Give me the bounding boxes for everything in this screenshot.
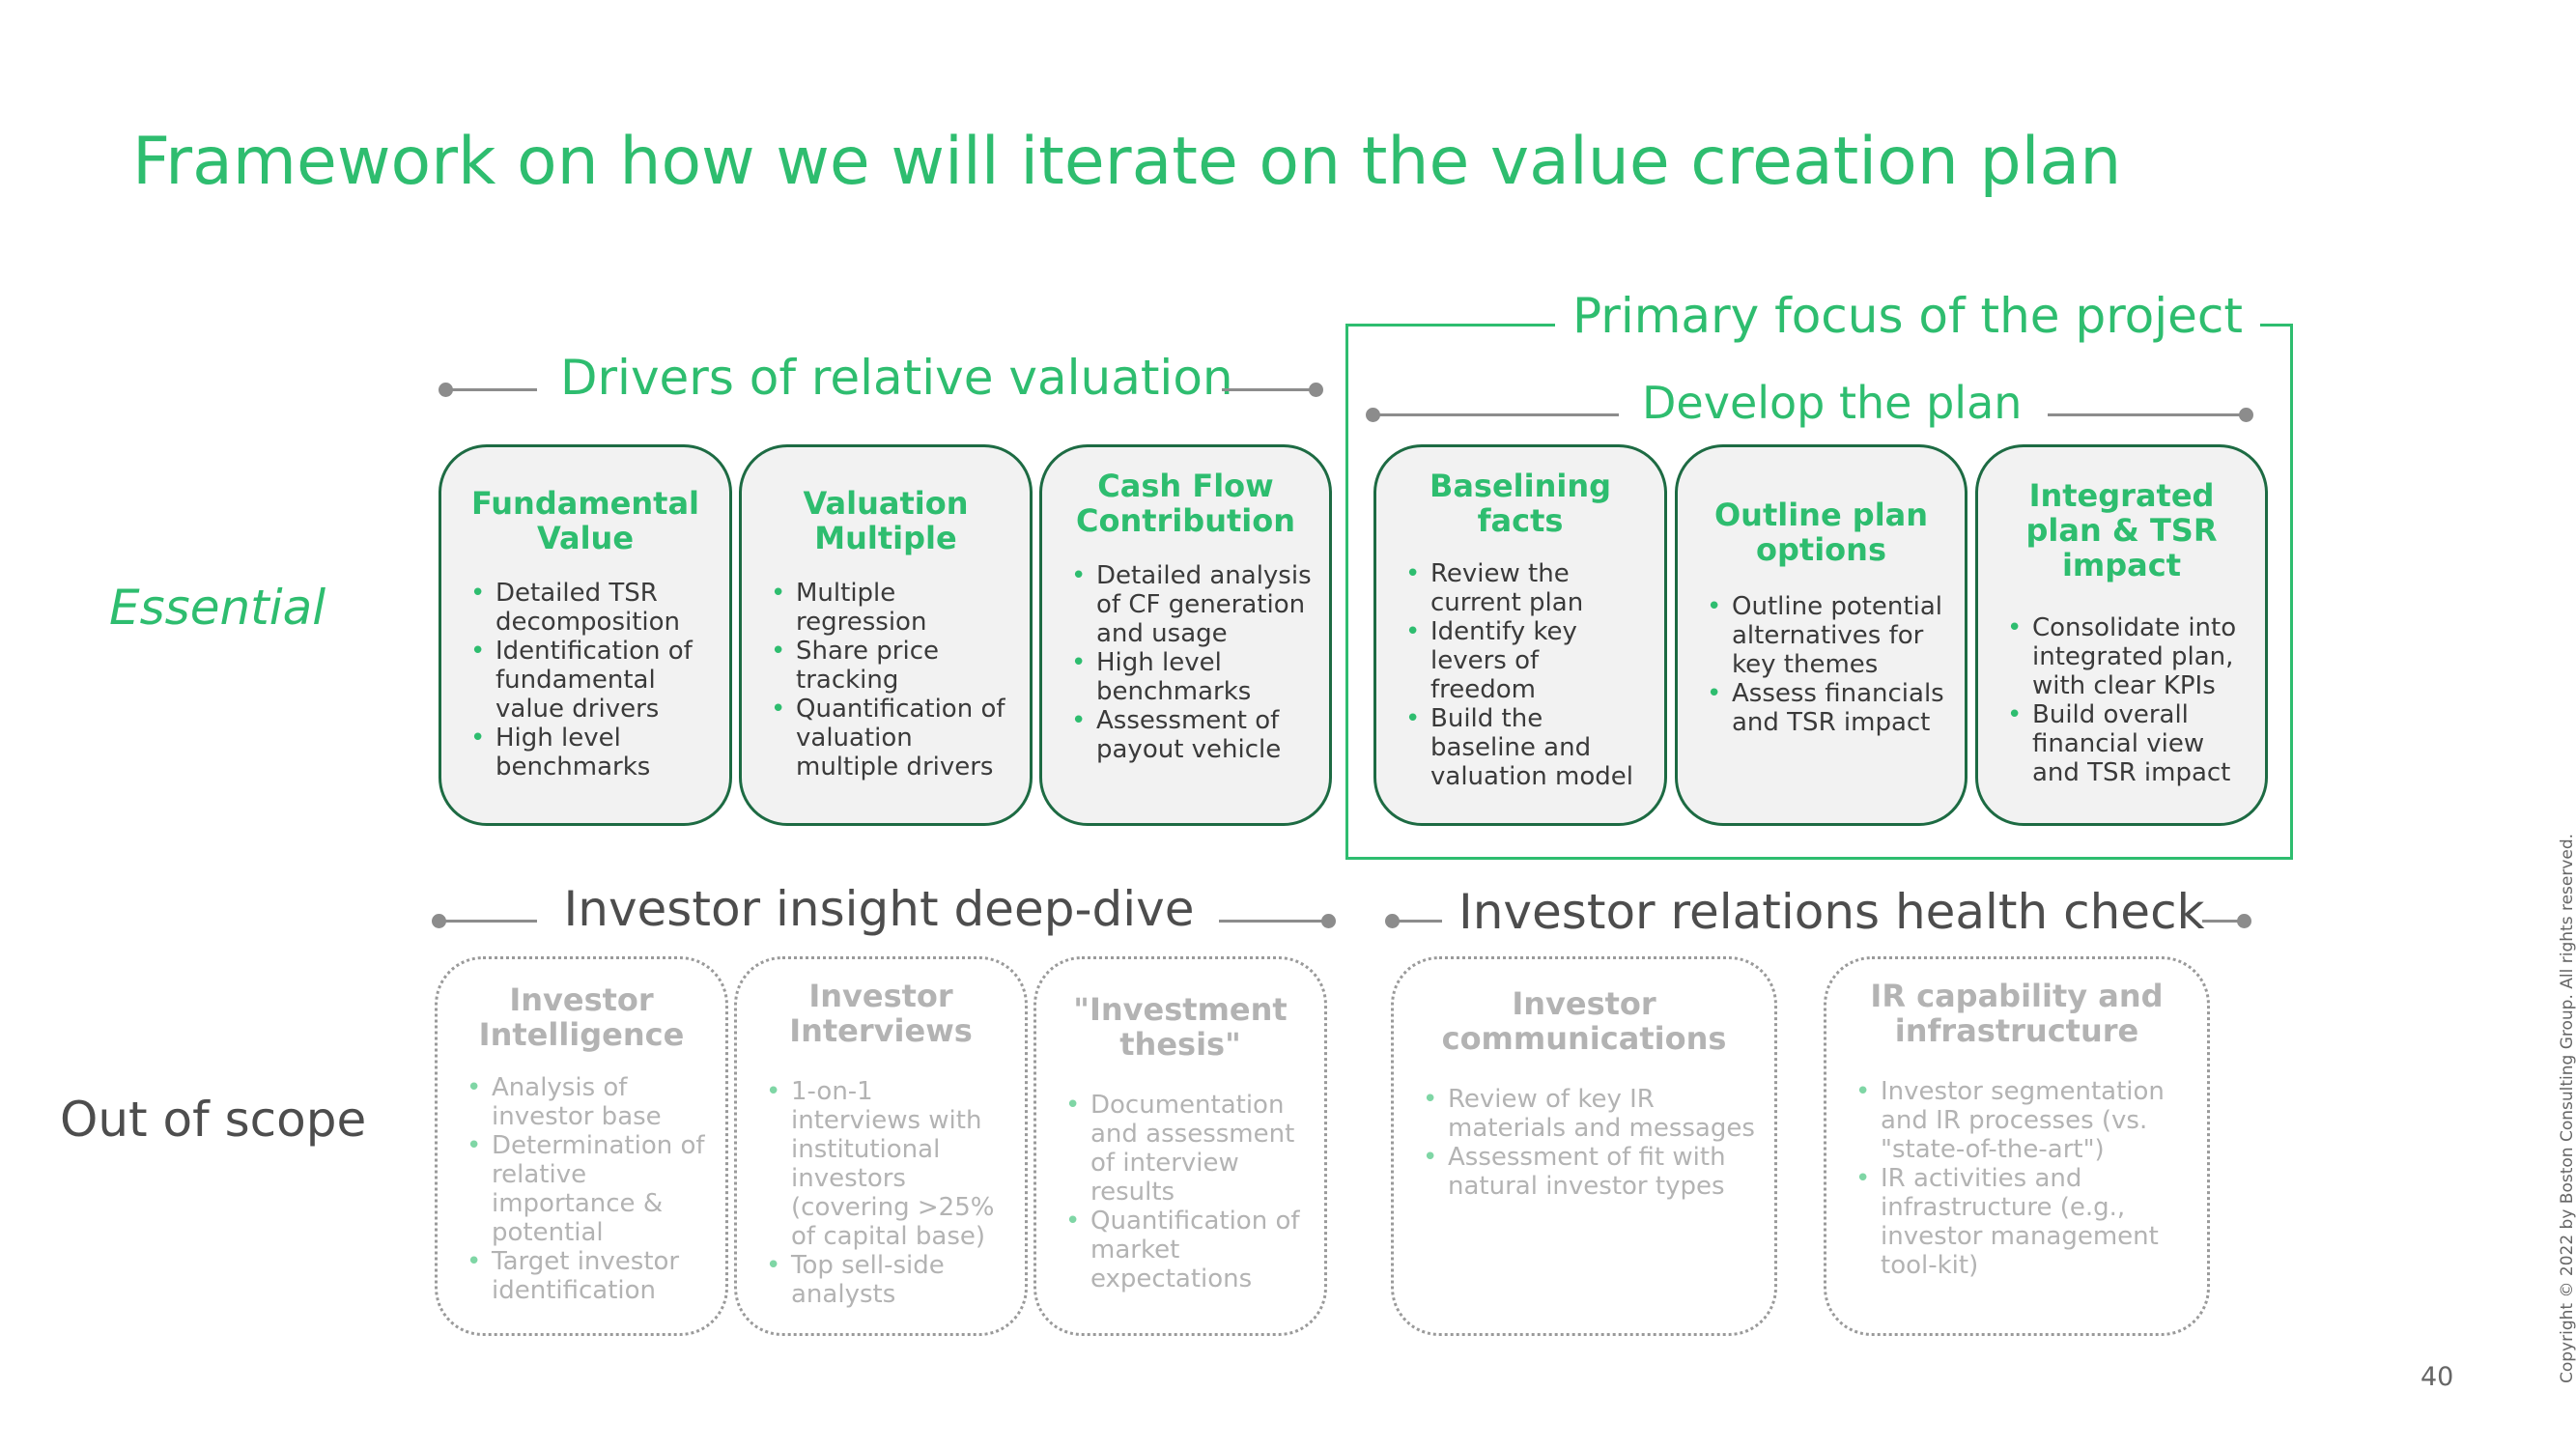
card-title: Integrated plan & TSR impact (2025, 477, 2218, 583)
card-bullet: Assess financials and TSR impact (1707, 679, 1947, 737)
card-title: IR capability and infrastructure (1870, 978, 2164, 1049)
card-fundamental-value: Fundamental Value Detailed TSR decomposi… (439, 444, 732, 826)
connector-line (1219, 920, 1327, 923)
group-header-ir-health-check: Investor relations health check (1458, 884, 2205, 940)
card-title: Investor Interviews (789, 978, 973, 1049)
card-bullet: Share price tracking (771, 637, 1012, 695)
card-title: "Investment thesis" (1073, 991, 1288, 1063)
connector-line (439, 920, 537, 923)
card-title: Cash Flow Contribution (1075, 468, 1295, 539)
page-title: Framework on how we will iterate on the … (132, 124, 2122, 200)
connector-line (445, 388, 537, 391)
card-ir-capability: IR capability and infrastructure Investo… (1824, 956, 2210, 1336)
card-bullet: Assessment of payout vehicle (1071, 706, 1312, 764)
card-bullet: Quantification of market expectations (1065, 1207, 1307, 1293)
card-bullet: IR activities and infrastructure (e.g., … (1855, 1164, 2190, 1280)
card-bullet: Identification of fundamental value driv… (470, 637, 712, 724)
card-title: Valuation Multiple (803, 485, 969, 556)
card-investment-thesis: "Investment thesis" Documentation and as… (1033, 956, 1327, 1336)
connector-dot (1321, 914, 1336, 928)
card-bullet: Build overall financial view and TSR imp… (2007, 700, 2248, 787)
row-label-essential: Essential (109, 580, 326, 636)
card-bullet: Build the baseline and valuation model (1405, 704, 1647, 791)
primary-focus-title: Primary focus of the project (1555, 288, 2260, 344)
connector-dot (1309, 383, 1323, 397)
group-header-investor-insight: Investor insight deep-dive (563, 881, 1195, 937)
card-bullet: Detailed TSR decomposition (470, 579, 712, 637)
row-label-out-of-scope: Out of scope (60, 1092, 367, 1148)
card-bullet: Assessment of fit with natural investor … (1423, 1143, 1757, 1201)
card-bullet: Determination of relative importance & p… (467, 1131, 708, 1247)
card-bullet: Quantification of valuation multiple dri… (771, 695, 1012, 781)
card-bullet: High level benchmarks (1071, 648, 1312, 706)
connector-line (1392, 920, 1442, 923)
copyright-notice: Copyright © 2022 by Boston Consulting Gr… (2558, 833, 2576, 1383)
card-bullet: Consolidate into integrated plan, with c… (2007, 613, 2248, 700)
card-investor-interviews: Investor Interviews 1-on-1 interviews wi… (734, 956, 1028, 1336)
connector-dot (2237, 914, 2251, 928)
card-bullet: Review of key IR materials and messages (1423, 1085, 1757, 1143)
connector-line (2202, 920, 2243, 923)
card-bullet: Investor segmentation and IR processes (… (1855, 1077, 2190, 1164)
card-investor-intelligence: Investor Intelligence Analysis of invest… (435, 956, 728, 1336)
card-bullet: Analysis of investor base (467, 1073, 708, 1131)
card-bullet: Review the current plan (1405, 559, 1647, 617)
card-bullet: 1-on-1 interviews with institutional inv… (766, 1077, 1007, 1251)
card-outline-plan-options: Outline plan options Outline potential a… (1675, 444, 1967, 826)
card-valuation-multiple: Valuation Multiple Multiple regression S… (739, 444, 1033, 826)
connector-line (1373, 413, 1619, 416)
card-bullet: Outline potential alternatives for key t… (1707, 592, 1947, 679)
card-bullet: High level benchmarks (470, 724, 712, 781)
connector-line (1222, 388, 1316, 391)
card-bullet: Documentation and assessment of intervie… (1065, 1091, 1307, 1207)
card-investor-communications: Investor communications Review of key IR… (1391, 956, 1777, 1336)
card-cash-flow-contribution: Cash Flow Contribution Detailed analysis… (1039, 444, 1332, 826)
card-bullet: Detailed analysis of CF generation and u… (1071, 561, 1312, 648)
card-title: Fundamental Value (470, 485, 699, 556)
card-bullet: Multiple regression (771, 579, 1012, 637)
group-header-develop-plan: Develop the plan (1642, 377, 2023, 429)
card-title: Baselining facts (1429, 468, 1612, 539)
card-title: Investor Intelligence (478, 981, 685, 1053)
page-number: 40 (2420, 1362, 2454, 1392)
card-bullet: Top sell-side analysts (766, 1251, 1007, 1309)
card-title: Investor communications (1441, 985, 1727, 1057)
group-header-drivers: Drivers of relative valuation (560, 350, 1233, 406)
card-bullet: Target investor identification (467, 1247, 708, 1305)
card-bullet: Identify key levers of freedom (1405, 617, 1647, 704)
card-integrated-plan: Integrated plan & TSR impact Consolidate… (1975, 444, 2268, 826)
card-title: Outline plan options (1713, 497, 1929, 568)
connector-dot (2239, 408, 2253, 422)
connector-line (2048, 413, 2246, 416)
card-baselining-facts: Baselining facts Review the current plan… (1373, 444, 1667, 826)
